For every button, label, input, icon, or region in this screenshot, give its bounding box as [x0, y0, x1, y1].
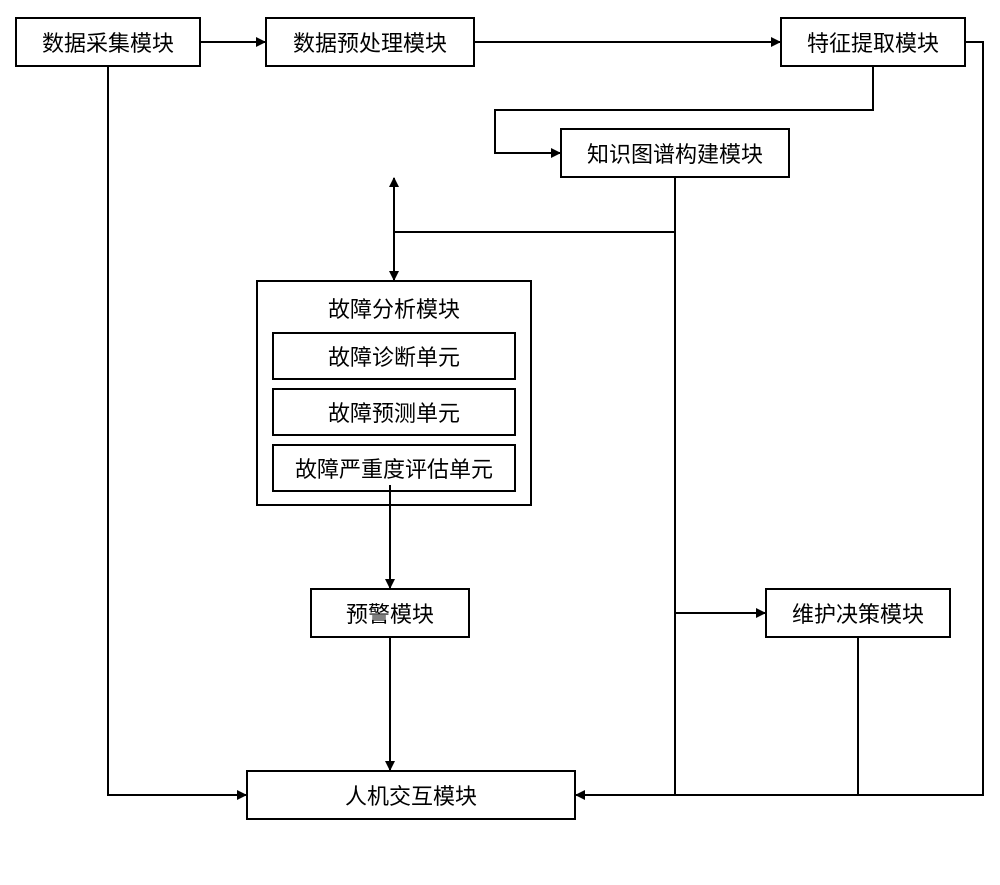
node-label: 预警模块	[346, 597, 434, 629]
node-label: 数据采集模块	[42, 26, 174, 58]
node-knowledge-graph: 知识图谱构建模块	[560, 128, 790, 178]
subnode-fault-prediction: 故障预测单元	[272, 388, 516, 436]
edge	[576, 613, 675, 795]
node-warning: 预警模块	[310, 588, 470, 638]
subnode-fault-diagnosis: 故障诊断单元	[272, 332, 516, 380]
edge	[394, 178, 675, 232]
node-data-collection: 数据采集模块	[15, 17, 201, 67]
subnode-label: 故障预测单元	[328, 401, 460, 426]
node-data-preprocess: 数据预处理模块	[265, 17, 475, 67]
node-maintenance: 维护决策模块	[765, 588, 951, 638]
subnode-label: 故障诊断单元	[328, 345, 460, 370]
edge	[576, 638, 858, 795]
edge	[675, 232, 765, 613]
subnode-fault-severity: 故障严重度评估单元	[272, 444, 516, 492]
node-label: 知识图谱构建模块	[587, 137, 763, 169]
node-label: 维护决策模块	[792, 597, 924, 629]
node-label: 数据预处理模块	[293, 26, 447, 58]
subnode-label: 故障严重度评估单元	[295, 457, 493, 482]
node-feature-extraction: 特征提取模块	[780, 17, 966, 67]
node-hmi: 人机交互模块	[246, 770, 576, 820]
node-label: 人机交互模块	[345, 779, 477, 811]
node-label: 特征提取模块	[807, 26, 939, 58]
edge	[108, 67, 246, 795]
node-label: 故障分析模块	[272, 292, 516, 324]
node-fault-analysis: 故障分析模块 故障诊断单元 故障预测单元 故障严重度评估单元	[256, 280, 532, 506]
